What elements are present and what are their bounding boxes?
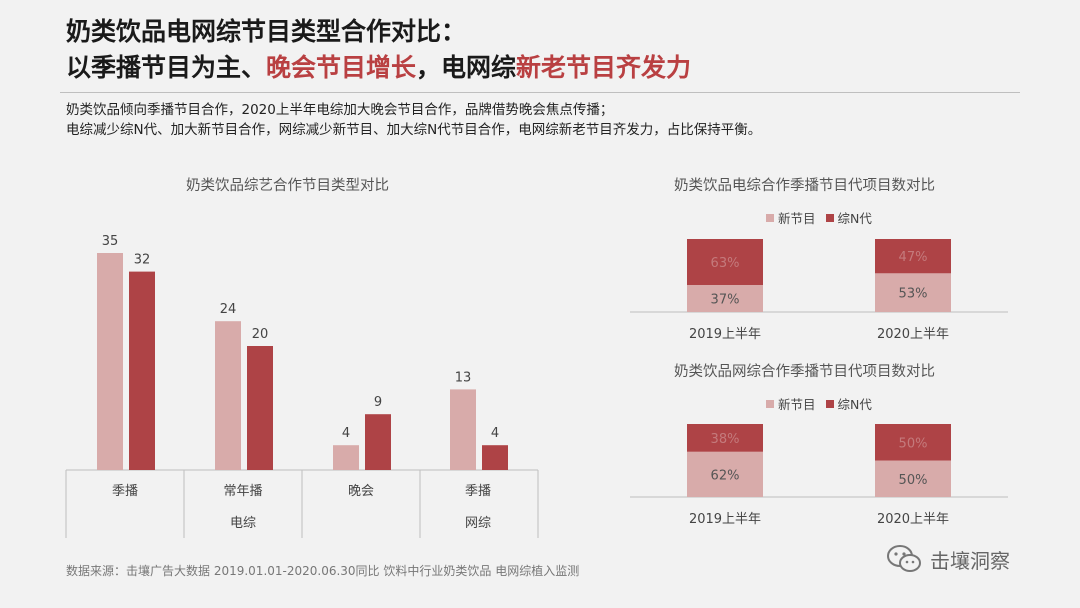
title-line-2-part-1: 以季播节目为主、 — [66, 53, 267, 82]
legend-swatch-sequel — [825, 399, 834, 408]
stacked-bar-new — [875, 273, 951, 312]
title-highlight-1: 晚会节目增长 — [266, 53, 417, 82]
data-label: 20 — [252, 327, 269, 342]
category-label: 2019上半年 — [689, 327, 761, 342]
stacked-bar-new — [875, 460, 951, 497]
chart-2-legend: 新节目 综N代 — [766, 208, 882, 227]
bar-series-2 — [247, 346, 273, 470]
chart-1-title: 奶类饮品综艺合作节目类型对比 — [186, 178, 389, 194]
data-label: 50% — [899, 473, 928, 488]
legend-item-sequel: 综N代 — [825, 208, 872, 227]
title-line-2: 以季播节目为主、晚会节目增长，电网综新老节目齐发力 — [66, 50, 691, 86]
data-label: 4 — [342, 426, 350, 441]
bar-series-2 — [129, 271, 155, 470]
data-label: 62% — [711, 468, 740, 483]
legend-swatch-sequel — [825, 213, 834, 222]
bar-series-1 — [215, 321, 241, 470]
title-line-2-part-2: ，电网综 — [416, 53, 517, 82]
data-label: 37% — [711, 292, 740, 307]
legend-label-new: 新节目 — [778, 211, 816, 226]
legend-label-sequel: 综N代 — [837, 397, 872, 412]
title-divider — [60, 92, 1020, 93]
data-label: 50% — [899, 436, 928, 451]
stacked-bar-sequel — [687, 424, 763, 452]
category-label: 季播 — [112, 484, 138, 499]
legend-swatch-new — [766, 213, 774, 222]
data-label: 4 — [491, 426, 499, 441]
data-label: 9 — [374, 395, 382, 410]
wechat-icon — [886, 544, 922, 574]
legend-item-sequel: 综N代 — [825, 394, 872, 413]
stacked-bar-sequel — [687, 239, 763, 285]
data-label: 63% — [711, 256, 740, 271]
stacked-bar-new — [687, 451, 763, 497]
description: 奶类饮品倾向季播节目合作，2020上半年电综加大晚会节目合作，品牌借势晚会焦点传… — [66, 100, 1026, 140]
description-line-2: 电综减少综N代、加大新节目合作，网综减少新节目、加大综N代节目合作，电网综新老节… — [66, 122, 762, 138]
category-label: 常年播 — [223, 484, 262, 499]
data-label: 13 — [455, 370, 472, 385]
category-label: 2020上半年 — [877, 512, 949, 527]
data-label: 47% — [899, 250, 928, 265]
bar-series-1 — [333, 445, 359, 470]
bar-series-2 — [482, 445, 508, 470]
group-label: 网综 — [465, 516, 491, 531]
page-title: 奶类饮品电网综节目类型合作对比： 以季播节目为主、晚会节目增长，电网综新老节目齐… — [66, 14, 691, 86]
stacked-bar-sequel — [875, 424, 951, 461]
group-label: 电综 — [230, 516, 256, 531]
data-label: 53% — [899, 287, 928, 302]
bar-series-1 — [450, 389, 476, 470]
title-highlight-2: 新老节目齐发力 — [516, 53, 692, 82]
category-label: 2019上半年 — [689, 512, 761, 527]
title-line-1: 奶类饮品电网综节目类型合作对比： — [66, 17, 467, 46]
bar-series-1 — [97, 253, 123, 470]
chart-3-legend: 新节目 综N代 — [766, 394, 882, 413]
category-label: 晚会 — [348, 484, 374, 499]
category-label: 2020上半年 — [877, 327, 949, 342]
bar-series-2 — [365, 414, 391, 470]
watermark: 击壤洞察 — [886, 544, 1010, 574]
data-label: 38% — [711, 432, 740, 447]
stacked-bar-new — [687, 284, 763, 312]
chart-3-title: 奶类饮品网综合作季播节目代项目数对比 — [674, 364, 935, 380]
legend-swatch-new — [766, 399, 774, 408]
legend-item-new: 新节目 — [766, 394, 816, 413]
legend-label-sequel: 综N代 — [837, 211, 872, 226]
chart-2-title: 奶类饮品电综合作季播节目代项目数对比 — [674, 178, 935, 194]
legend-item-new: 新节目 — [766, 208, 816, 227]
data-source-note: 数据来源：击壤广告大数据 2019.01.01-2020.06.30同比 饮料中… — [66, 564, 580, 578]
data-label: 24 — [220, 302, 237, 317]
description-line-1: 奶类饮品倾向季播节目合作，2020上半年电综加大晚会节目合作，品牌借势晚会焦点传… — [66, 102, 614, 118]
data-label: 35 — [102, 234, 119, 249]
category-label: 季播 — [465, 484, 491, 499]
watermark-text: 击壤洞察 — [930, 548, 1010, 573]
legend-label-new: 新节目 — [778, 397, 816, 412]
data-label: 32 — [134, 253, 151, 268]
stacked-bar-sequel — [875, 239, 951, 274]
